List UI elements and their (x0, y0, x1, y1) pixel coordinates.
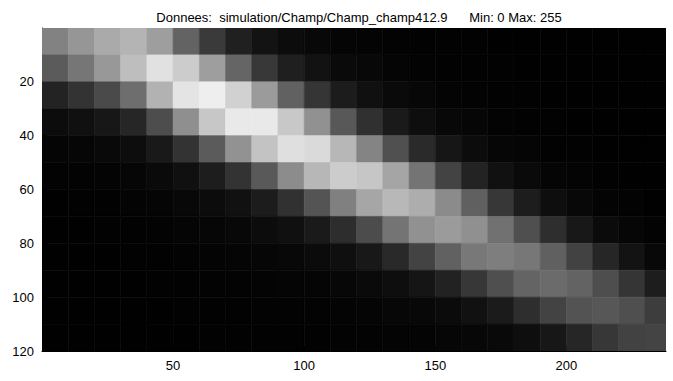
svg-text:20: 20 (20, 74, 34, 89)
svg-text:60: 60 (20, 182, 34, 197)
svg-text:200: 200 (556, 358, 578, 373)
svg-text:120: 120 (12, 344, 34, 359)
svg-text:150: 150 (424, 358, 446, 373)
svg-text:50: 50 (166, 358, 180, 373)
svg-text:Donnees: simulation/Champ/Cha: Donnees: simulation/Champ/Champ_champ412… (156, 10, 561, 25)
svg-text:100: 100 (293, 358, 315, 373)
svg-text:100: 100 (12, 290, 34, 305)
svg-text:80: 80 (20, 236, 34, 251)
svg-text:40: 40 (20, 128, 34, 143)
